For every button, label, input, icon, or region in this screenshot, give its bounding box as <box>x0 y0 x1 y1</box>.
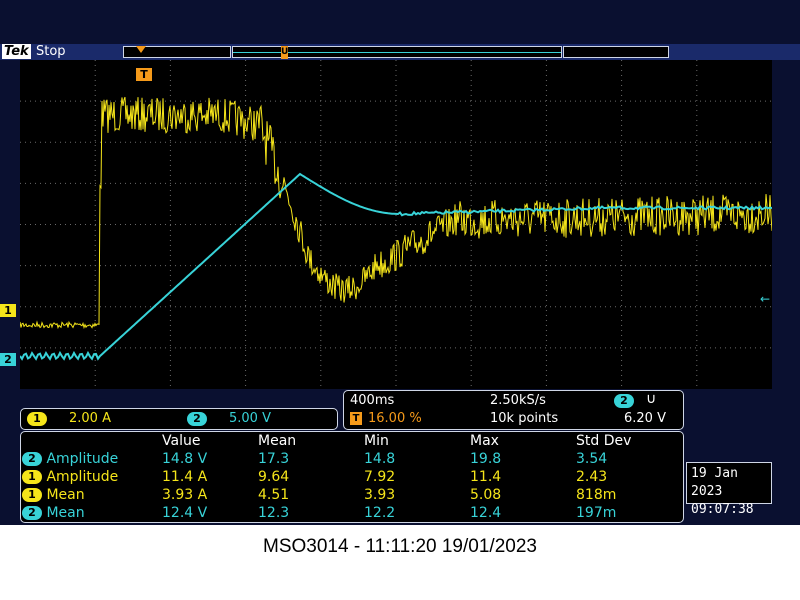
measurement-value: 14.8 V <box>162 451 208 467</box>
measurement-table: Value Mean Min Max Std Dev 2 Amplitude 1… <box>22 432 666 522</box>
col-header: Mean <box>258 433 297 449</box>
waveform-graticule <box>20 60 772 389</box>
brand-logo: Tek <box>2 44 31 59</box>
measurement-std: 2.43 <box>576 469 608 485</box>
col-header: Min <box>364 433 389 449</box>
ch1-scale: 2.00 A <box>69 411 111 426</box>
record-overview-window <box>232 46 562 58</box>
measurement-min: 12.2 <box>364 505 396 521</box>
measurement-row: 1 Amplitude 11.4 A 9.64 7.92 11.4 2.43 <box>22 468 666 486</box>
record-overview-left <box>123 46 231 58</box>
ch2-ground-marker[interactable]: 2 <box>0 353 16 366</box>
timebase-panel: 400ms 2.50kS/s 2 ∪ T 16.00 % 10k points … <box>343 390 684 430</box>
measurement-row: 1 Mean 3.93 A 4.51 3.93 5.08 818m <box>22 486 666 504</box>
measurement-name: Mean <box>46 487 85 503</box>
date: 19 Jan 2023 <box>691 466 738 499</box>
ch1-badge: 1 <box>22 470 42 484</box>
measurement-min: 3.93 <box>364 487 396 503</box>
measurement-max: 12.4 <box>470 505 502 521</box>
measurement-row: 2 Mean 12.4 V 12.3 12.2 12.4 197m <box>22 504 666 522</box>
trigger-position-badge: T <box>350 412 362 425</box>
date-time-display: 19 Jan 2023 09:07:38 <box>686 462 772 517</box>
time-per-div: 400ms <box>350 393 395 408</box>
col-header: Value <box>162 433 201 449</box>
trigger-position: 16.00 % <box>368 411 422 426</box>
measurement-mean: 9.64 <box>258 469 290 485</box>
measurement-min: 7.92 <box>364 469 396 485</box>
trigger-arrow-icon <box>136 46 146 53</box>
record-length: 10k points <box>490 411 559 426</box>
measurement-min: 14.8 <box>364 451 396 467</box>
trigger-level: 6.20 V <box>624 411 666 426</box>
trigger-source-badge[interactable]: 2 <box>614 394 634 408</box>
col-header: Std Dev <box>576 433 632 449</box>
ch1-badge[interactable]: 1 <box>27 412 47 426</box>
ch1-badge: 1 <box>22 488 42 502</box>
run-state: Stop <box>36 44 66 59</box>
ch2-badge[interactable]: 2 <box>187 412 207 426</box>
trigger-level-arrow-icon: ← <box>760 292 771 306</box>
measurement-panel <box>20 431 684 523</box>
measurement-std: 3.54 <box>576 451 608 467</box>
ch1-ground-marker[interactable]: 1 <box>0 304 16 317</box>
rising-edge-icon: ∪ <box>646 391 657 407</box>
time: 09:07:38 <box>691 502 754 517</box>
measurement-max: 11.4 <box>470 469 502 485</box>
ch2-badge: 2 <box>22 506 42 520</box>
ch1-trace <box>20 96 772 330</box>
col-header: Max <box>470 433 499 449</box>
measurement-std: 197m <box>576 505 617 521</box>
ch2-scale: 5.00 V <box>229 411 271 426</box>
measurement-name: Amplitude <box>46 451 119 467</box>
measurement-row: 2 Amplitude 14.8 V 17.3 14.8 19.8 3.54 <box>22 450 666 468</box>
trigger-position-marker[interactable]: T <box>136 68 152 81</box>
screenshot-caption: MSO3014 - 11:11:20 19/01/2023 <box>263 536 537 557</box>
measurement-max: 5.08 <box>470 487 502 503</box>
measurement-mean: 12.3 <box>258 505 290 521</box>
ch2-badge: 2 <box>22 452 42 466</box>
measurement-std: 818m <box>576 487 617 503</box>
oscilloscope-screen: Tek Stop U T 1 2 ← 1 2.00 A 2 5.00 V 400… <box>0 0 800 525</box>
measurement-value: 3.93 A <box>162 487 208 503</box>
center-marker: U <box>281 46 289 59</box>
measurement-header-row: Value Mean Min Max Std Dev <box>22 432 666 450</box>
measurement-value: 12.4 V <box>162 505 208 521</box>
waveform-plot <box>20 60 772 389</box>
measurement-mean: 4.51 <box>258 487 290 503</box>
record-overview-right <box>563 46 669 58</box>
sample-rate: 2.50kS/s <box>490 393 546 408</box>
measurement-max: 19.8 <box>470 451 502 467</box>
measurement-name: Amplitude <box>46 469 119 485</box>
measurement-name: Mean <box>46 505 85 521</box>
measurement-mean: 17.3 <box>258 451 290 467</box>
ch2-trace <box>20 172 772 361</box>
vertical-scale-panel: 1 2.00 A 2 5.00 V <box>20 408 338 430</box>
measurement-value: 11.4 A <box>162 469 208 485</box>
